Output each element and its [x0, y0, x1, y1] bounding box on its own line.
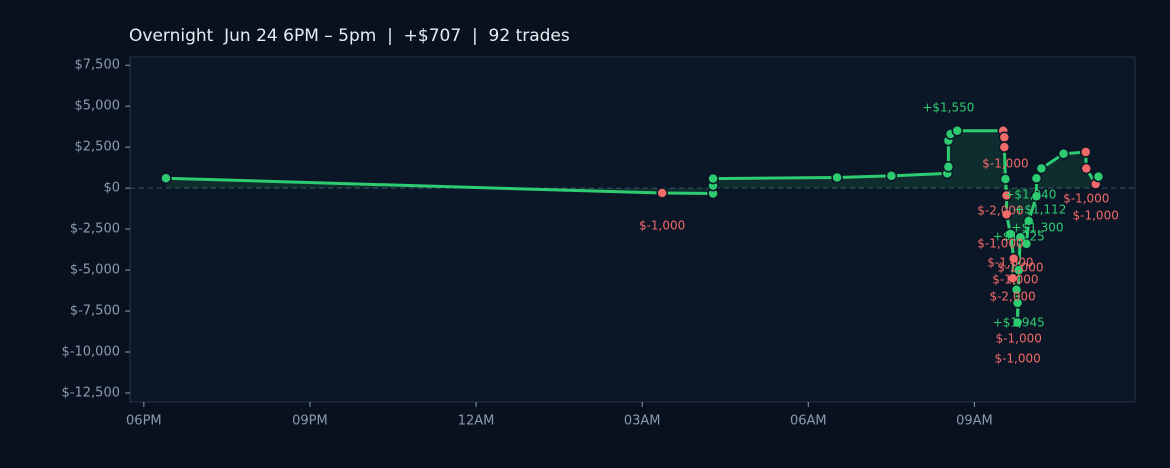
marker	[1020, 238, 1033, 250]
marker	[1011, 297, 1024, 309]
annotation: $-1,000	[987, 256, 1033, 270]
marker	[1007, 252, 1020, 265]
annotation: $-1,000	[994, 352, 1040, 366]
marker	[1012, 264, 1025, 276]
y-tick-label: $5,000	[75, 99, 121, 114]
marker	[831, 171, 843, 184]
marker	[1057, 147, 1070, 160]
marker	[1000, 208, 1013, 221]
x-tick-label: 03AM	[624, 414, 661, 429]
x-tick-label: 12AM	[458, 414, 495, 429]
annotation: $-1,000	[982, 157, 1028, 171]
marker	[1079, 146, 1092, 158]
chart-title: Overnight Jun 24 6PM – 5pm | +$707 | 92 …	[129, 26, 570, 46]
annotation: +$1,300	[1012, 221, 1064, 235]
y-tick-label: $-2,500	[70, 222, 120, 237]
x-tick-label: 06PM	[126, 414, 162, 429]
plot-area	[129, 56, 1136, 403]
annotation: +$1,040	[1004, 188, 1056, 202]
y-tick-label: $-7,500	[70, 304, 120, 319]
marker	[1035, 162, 1048, 175]
y-tick-label: $0	[103, 181, 120, 196]
annotation: $-1,000	[639, 219, 685, 233]
marker	[1010, 283, 1023, 296]
marker	[1004, 228, 1017, 240]
annotation: +$1,225	[993, 230, 1045, 244]
annotation: $-1,000	[977, 237, 1023, 251]
marker	[951, 125, 964, 137]
x-tick-label: 09AM	[956, 414, 993, 429]
y-tick-label: $7,500	[75, 58, 121, 73]
annotation: +$1,945	[993, 316, 1045, 330]
marker	[885, 170, 898, 182]
annotation: $-1,000	[1073, 209, 1119, 223]
marker	[707, 172, 719, 185]
annotation: +$1,112	[1014, 203, 1066, 217]
marker	[1000, 189, 1013, 202]
marker	[999, 173, 1012, 185]
marker	[1006, 272, 1019, 285]
annotation: $-2,000	[989, 290, 1035, 304]
marker	[998, 131, 1011, 144]
marker	[160, 172, 172, 185]
y-tick-label: $2,500	[75, 140, 121, 155]
marker	[942, 161, 955, 173]
marker	[1030, 190, 1043, 203]
y-tick-label: $-10,000	[62, 345, 120, 360]
x-tick-label: 06AM	[790, 414, 827, 429]
annotation: $-1,000	[992, 273, 1038, 287]
annotation: $-2,000	[977, 204, 1023, 218]
x-tick-label: 09PM	[292, 414, 328, 429]
annotation: $-1,000	[1063, 192, 1109, 206]
area	[165, 130, 1099, 323]
marker	[1011, 316, 1024, 329]
y-tick-label: $-5,000	[70, 263, 120, 278]
annotation: $-1,000	[997, 261, 1043, 275]
y-tick-label: $-12,500	[62, 385, 120, 400]
marker	[1022, 215, 1035, 227]
marker	[998, 141, 1011, 153]
marker	[1092, 170, 1105, 183]
marker	[1030, 172, 1043, 185]
marker	[656, 187, 668, 199]
marker	[1080, 162, 1093, 175]
annotation: +$1,550	[922, 101, 974, 115]
annotation: $-1,000	[996, 332, 1042, 346]
